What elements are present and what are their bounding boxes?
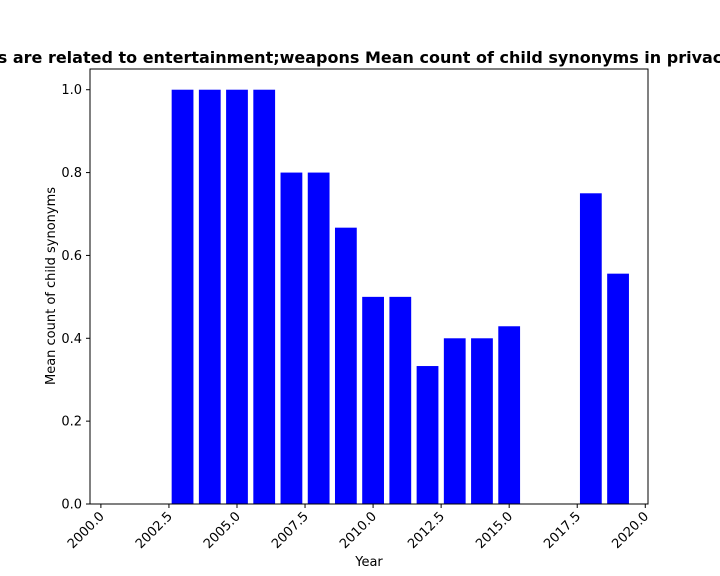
bars-group: [171, 89, 629, 505]
bar-2007: [280, 172, 303, 504]
x-tick-label: 2017.5: [541, 509, 584, 552]
bar-2013: [443, 338, 466, 504]
x-tick-label: 2015.0: [473, 509, 516, 552]
y-tick-label: 0.8: [61, 166, 82, 181]
y-tick-label: 1.0: [61, 83, 82, 98]
y-tick-label: 0.6: [61, 249, 82, 264]
y-tick-label: 0.0: [61, 498, 82, 513]
bar-2010: [362, 296, 384, 504]
y-tick-label: 0.4: [61, 332, 82, 347]
bar-2009: [334, 227, 357, 505]
bar-2006: [253, 89, 276, 505]
x-tick-label: 2002.5: [133, 509, 176, 552]
x-tick-label: 2020.0: [609, 509, 652, 552]
bar-2008: [307, 172, 330, 504]
bar-2003: [171, 89, 194, 505]
y-tick-label: 0.2: [61, 415, 82, 430]
bar-2019: [607, 273, 629, 504]
bar-2012: [416, 366, 439, 504]
plot-frame: [89, 68, 649, 505]
x-tick-label: 2010.0: [337, 509, 380, 552]
x-axis-ticks: 2000.0 2002.5 2005.0 2007.5 2010.0 2012.5 2015…: [65, 504, 652, 552]
bar-2014: [471, 338, 493, 504]
x-tick-label: 2005.0: [201, 509, 244, 552]
y-axis-ticks: 0.0 0.2 0.4 0.6 0.8 1.0: [61, 83, 90, 513]
x-tick-label: 2000.0: [65, 509, 108, 552]
bar-2015: [498, 326, 521, 504]
bar-2005: [226, 89, 248, 505]
chart-title: s are related to entertainment;weapons M…: [0, 48, 720, 67]
bar-2011: [389, 296, 412, 504]
x-tick-label: 2012.5: [405, 509, 448, 552]
x-tick-label: 2007.5: [269, 509, 312, 552]
y-axis-label: Mean count of child synonyms: [44, 187, 59, 385]
bar-2018: [579, 193, 602, 505]
bar-2004: [198, 89, 221, 505]
x-axis-label: Year: [354, 555, 383, 570]
